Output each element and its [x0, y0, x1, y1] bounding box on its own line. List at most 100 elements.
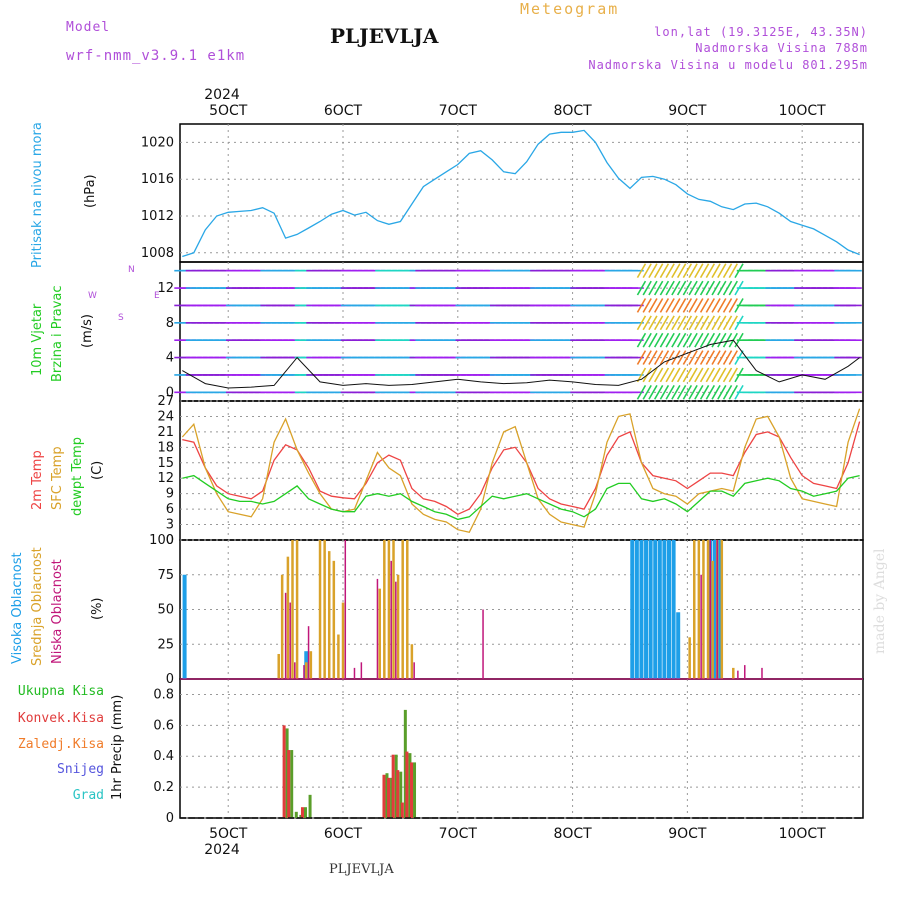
cloud-bar-0-10	[671, 540, 676, 679]
ytick-label-3-4: 100	[149, 533, 174, 548]
precip-bar-1-3	[382, 774, 386, 818]
cloud-bar-1-6	[309, 651, 313, 679]
lonlat-label: lon,lat (19.3125E, 43.35N)	[654, 25, 868, 39]
temp2m-line	[182, 421, 861, 516]
cloud-bar-0-1	[630, 540, 635, 679]
ytick-label-1-3: 12	[157, 281, 174, 296]
bottom-date-label-3: 8OCT	[553, 826, 592, 842]
precip-bar-1-7	[400, 802, 404, 818]
cloud-bar-2-14	[709, 540, 712, 679]
cloud-bar-2-3	[303, 665, 305, 679]
cloud-bar-2-10	[395, 581, 397, 679]
cloud-bar-0-3	[639, 540, 644, 679]
cloud-bar-2-17	[744, 665, 746, 679]
cloud-bar-2-13	[700, 574, 702, 679]
cloud-bar-1-4	[295, 540, 299, 679]
top-year-label: 2024	[204, 87, 240, 103]
cloud-bar-1-25	[706, 540, 710, 679]
cloud-bar-1-10	[332, 560, 336, 679]
bottom-date-label-4: 9OCT	[668, 826, 707, 842]
precip-bar-1-6	[396, 770, 400, 818]
compass-1: W	[88, 291, 97, 301]
cloud-bar-0-6	[653, 540, 658, 679]
ytick-label-3-2: 50	[157, 603, 174, 618]
precip-bar-0-0	[285, 728, 289, 818]
bottom-year-label: 2024	[204, 842, 240, 858]
compass-3: S	[118, 313, 124, 323]
precip-bar-0-1	[290, 750, 294, 818]
precip-bar-0-11	[408, 753, 412, 818]
cloud-bar-1-12	[341, 602, 345, 679]
cloud-bar-1-24	[702, 540, 705, 679]
cloud-bar-1-3	[291, 540, 294, 679]
precip-bar-1-2	[300, 807, 304, 818]
compass-0: N	[128, 265, 135, 275]
cloud-bar-1-21	[688, 637, 691, 679]
cloud-bar-2-11	[413, 662, 415, 679]
ytick-label-0-2: 1016	[141, 172, 174, 187]
legend-snow: Snijeg	[57, 762, 104, 777]
cloud-bar-1-11	[337, 634, 340, 679]
cloud-bar-2-9	[390, 560, 392, 679]
precip-bar-0-8	[394, 754, 398, 818]
precip-bar-0-6	[385, 773, 389, 818]
footer-station: PLJEVLJA	[329, 862, 394, 877]
precip-bar-0-2	[294, 811, 298, 818]
precip-bar-1-1	[287, 750, 291, 818]
cloud-bar-1-22	[693, 540, 696, 679]
cloud-bar-1-19	[406, 540, 409, 679]
bottom-date-label-0: 5OCT	[209, 826, 248, 842]
cloud-bar-1-2	[286, 556, 290, 679]
cloud-bar-1-15	[387, 540, 391, 679]
top-date-label-3: 8OCT	[553, 103, 592, 119]
bottom-date-label-1: 6OCT	[324, 826, 363, 842]
cloud-bar-2-1	[289, 602, 291, 679]
cloud-bar-2-12	[482, 609, 484, 679]
model-label: Model	[66, 20, 111, 35]
top-date-label-2: 7OCT	[439, 103, 478, 119]
ytick-label-3-0: 0	[166, 672, 174, 687]
cloud-bar-2-4	[307, 626, 310, 679]
ytick-label-0-1: 1012	[141, 209, 174, 224]
cloud-bar-1-5	[305, 662, 308, 679]
cloud-bar-0-5	[648, 540, 653, 679]
ytick-label-0-3: 1020	[141, 135, 174, 150]
cloud-bar-1-16	[392, 540, 395, 679]
pressure-line	[182, 129, 860, 258]
ytick-label-2-5: 15	[157, 456, 174, 471]
ytick-label-3-3: 75	[157, 568, 174, 583]
cloud-bar-1-9	[327, 551, 331, 679]
precip-bar-0-3	[299, 814, 303, 818]
precip-bar-1-0	[282, 725, 286, 818]
cloud-bar-1-0	[277, 653, 280, 679]
ytick-label-2-0: 0	[166, 533, 174, 548]
cloud-bar-1-26	[711, 560, 714, 679]
wind-arrows	[174, 263, 862, 400]
precip-bar-0-5	[308, 794, 312, 818]
precip-bar-0-10	[403, 709, 407, 818]
panel-frame-4	[179, 678, 864, 819]
precip-bar-0-4	[303, 807, 307, 818]
cloud-bar-0-11	[676, 612, 681, 679]
panel-frame-1	[179, 261, 864, 402]
altitude-label: Nadmorska Visina 788m	[695, 41, 868, 55]
legend-freezing-rain: Zaledj.Kisa	[17, 737, 104, 752]
cloud-bar-2-0	[284, 592, 287, 679]
precip-bar-1-8	[405, 751, 409, 818]
meteogram-title: Meteogram	[520, 0, 620, 18]
wind-speed-line	[182, 339, 860, 389]
cloud-bar-0-13	[712, 540, 717, 679]
cloud-bar-1-1	[280, 574, 284, 679]
ytick-label-4-3: 0.6	[153, 718, 174, 733]
precip-bar-0-12	[413, 762, 417, 818]
precip-bar-1-5	[391, 754, 395, 818]
cloud-bar-2-8	[376, 578, 379, 679]
ytick-label-2-4: 12	[157, 471, 174, 486]
bottom-date-label-2: 7OCT	[439, 826, 478, 842]
top-date-label-5: 10OCT	[779, 103, 827, 119]
precip-bar-1-9	[410, 762, 414, 818]
legend-total-rain: Ukupna Kisa	[17, 684, 104, 699]
cloud-bar-2-16	[737, 670, 739, 679]
cloud-bar-0-4	[644, 540, 649, 679]
